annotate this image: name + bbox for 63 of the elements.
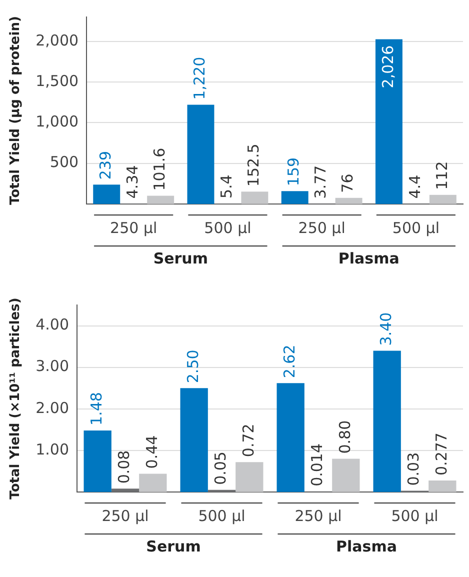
- x-tick-label: 250 µl: [298, 218, 346, 237]
- x-tick-label: 250 µl: [110, 218, 158, 237]
- data-label: 4.34: [123, 165, 142, 199]
- text: Plasma: [336, 537, 397, 556]
- bar: [241, 192, 268, 204]
- bar: [428, 480, 456, 492]
- data-label: 1,220: [190, 56, 209, 100]
- data-label: 2.62: [280, 344, 298, 378]
- data-label: 0.72: [239, 424, 258, 458]
- y-tick-label: 3.00: [36, 357, 69, 376]
- bar: [187, 104, 214, 204]
- x-tick-label: 500 µl: [198, 506, 246, 525]
- bar: [375, 39, 402, 204]
- data-label: 76: [338, 174, 357, 193]
- data-label: 239: [96, 150, 115, 180]
- bar: [236, 462, 264, 492]
- x-tick-label: 500 µl: [392, 218, 440, 237]
- text: Serum: [146, 537, 201, 556]
- y-tick-label: 1.00: [36, 440, 69, 458]
- bar: [139, 474, 167, 492]
- bar: [332, 458, 360, 492]
- data-label: 3.40: [376, 312, 395, 346]
- text: Plasma: [338, 249, 400, 268]
- bar: [111, 488, 140, 492]
- x-tick-label: 250 µl: [102, 506, 149, 525]
- y-tick-label: 2.00: [36, 398, 69, 417]
- bar: [373, 350, 401, 492]
- bar: [84, 430, 112, 492]
- y-tick-label: 500: [50, 153, 79, 172]
- bar: [147, 196, 174, 204]
- data-label: 101.6: [150, 148, 168, 191]
- data-label: 0.05: [212, 452, 230, 485]
- bar: [180, 388, 208, 492]
- data-label: 3.77: [312, 165, 330, 199]
- bar: [429, 194, 456, 204]
- data-label: 2.50: [184, 350, 202, 384]
- bar: [93, 184, 120, 204]
- x-tick-label: 500 µl: [204, 218, 252, 237]
- data-label: 4.4: [406, 174, 424, 199]
- data-label: 0.014: [308, 443, 326, 486]
- y-tick-label: 1,000: [36, 112, 79, 131]
- y-tick-label: 4.00: [36, 316, 69, 334]
- data-label: 2,026: [378, 45, 397, 88]
- data-label: 0.03: [404, 452, 423, 486]
- data-label: 0.80: [336, 420, 354, 454]
- data-label: 0.08: [115, 450, 134, 484]
- y-tick-label: 1,500: [36, 72, 79, 90]
- x-tick-label: 500 µl: [391, 506, 438, 525]
- y-tick-label: 2,000: [36, 31, 79, 50]
- data-label: 159: [284, 157, 303, 186]
- bar: [281, 191, 308, 204]
- data-label: 5.4: [218, 174, 236, 199]
- y-axis-title: Total Yield (µg of protein): [8, 16, 24, 205]
- y-axis-title: Total Yield (×10¹¹ particles): [8, 298, 24, 500]
- data-label: 0.44: [142, 435, 161, 469]
- x-tick-label: 250 µl: [294, 506, 342, 525]
- bar: [276, 383, 304, 492]
- data-label: 152.5: [244, 144, 263, 187]
- data-label: 1.48: [87, 392, 106, 426]
- bar: [335, 198, 362, 204]
- data-label: 0.277: [432, 432, 450, 476]
- data-label: 112: [432, 161, 451, 190]
- text: Serum: [153, 249, 208, 268]
